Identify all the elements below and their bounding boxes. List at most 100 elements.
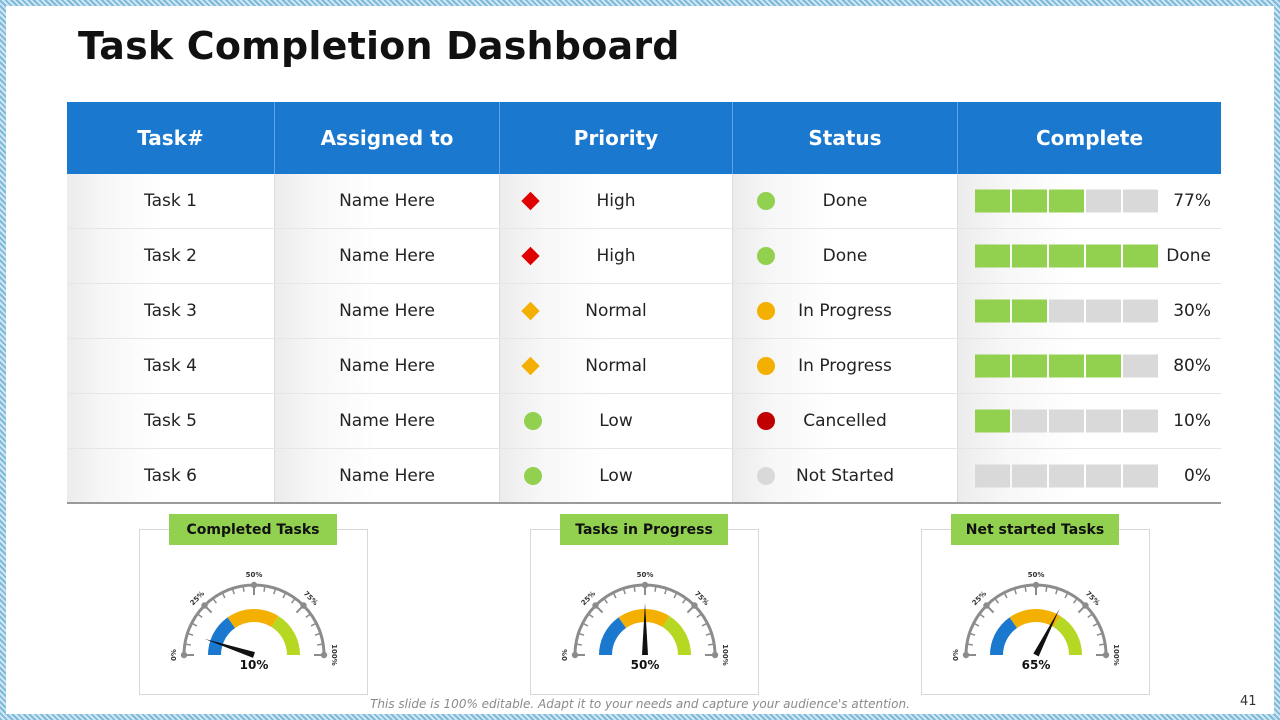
gauge-tick (1096, 632, 1103, 636)
gauge-tick (282, 592, 287, 599)
gauge-tick (701, 622, 708, 627)
gauge-tick (1055, 588, 1059, 595)
cell-priority: Low (500, 394, 733, 448)
cell-status: Done (733, 229, 958, 283)
gauge-tick-dot (983, 602, 990, 609)
progress-segment (1086, 189, 1121, 213)
gauge-tick-dot (1102, 651, 1110, 659)
progress-segment (1086, 464, 1121, 487)
progress-bar (975, 244, 1158, 268)
gauge-tick-dot (300, 602, 307, 609)
gauge-tick-label: 50% (637, 571, 654, 579)
gauge-tick-label: 0% (952, 649, 960, 661)
cell-task: Task 4 (67, 339, 275, 393)
priority-icon (521, 356, 540, 376)
progress-segment (1123, 354, 1158, 378)
gauge-value: 10% (240, 658, 269, 672)
cell-priority: High (500, 174, 733, 228)
gauge-band (271, 615, 300, 655)
progress-segment (1086, 409, 1121, 433)
gauge-tick (582, 622, 589, 627)
status-icon (757, 247, 775, 265)
progress-segment (1012, 464, 1047, 487)
gauge-tick (273, 588, 277, 595)
gauge-value: 65% (1022, 658, 1051, 672)
gauge-tick-dot (962, 651, 970, 659)
page-title: Task Completion Dashboard (78, 24, 680, 68)
cell-priority-text: Low (599, 465, 633, 486)
gauge-tick-label: 100% (330, 644, 338, 666)
priority-icon (524, 466, 542, 485)
gauge-tick (654, 585, 657, 592)
gauge-tick-dot (320, 651, 328, 659)
cell-assigned: Name Here (275, 174, 500, 228)
priority-icon (524, 412, 542, 430)
gauge-tick (1013, 588, 1017, 595)
cell-complete: 30% (958, 284, 1221, 338)
gauge-tick-dot (1082, 602, 1089, 609)
gauge-tick-dot (1032, 581, 1040, 589)
gauge-card: 0% 25% 50% 75% 100% 10% (139, 529, 368, 695)
cell-assigned-text: Name Here (339, 465, 435, 486)
gauge-tick (305, 613, 312, 618)
progress-segment (975, 409, 1010, 433)
gauge-band (1053, 615, 1082, 655)
cell-task: Task 5 (67, 394, 275, 448)
gauge-band (1009, 609, 1061, 628)
cell-assigned-text: Name Here (339, 191, 435, 211)
progress-segment (1049, 244, 1084, 268)
gauge-tick (705, 632, 712, 636)
gauge-tick (231, 588, 235, 595)
cell-assigned-text: Name Here (339, 246, 435, 266)
cell-status-text: In Progress (798, 301, 892, 321)
gauge-tick (317, 643, 324, 646)
gauge-needle (642, 603, 648, 655)
gauge-tick (242, 585, 245, 592)
table-body: Task 1 Name Here High Done 77% Task 2 Name Her… (67, 174, 1221, 504)
cell-priority: High (500, 229, 733, 283)
cell-task-text: Task 3 (144, 301, 197, 321)
gauge-band (618, 609, 670, 628)
progress-segment (1086, 299, 1121, 323)
gauge-tick (603, 597, 608, 604)
cell-priority-text: High (596, 246, 636, 266)
gauge-value: 50% (631, 658, 660, 672)
progress-segment (1049, 409, 1084, 433)
progress-segment (1049, 189, 1084, 213)
progress-segment (1123, 189, 1158, 213)
complete-value: 77% (1173, 191, 1211, 211)
gauge-band (662, 615, 691, 655)
column-header-assigned: Assigned to (275, 102, 500, 174)
progress-segment (1086, 244, 1121, 268)
progress-segment (1123, 299, 1158, 323)
cell-task-text: Task 1 (144, 191, 197, 211)
gauge-tick-dot (641, 581, 649, 589)
gauge-tick (575, 643, 582, 646)
progress-segment (975, 189, 1010, 213)
priority-icon (521, 191, 540, 211)
gauge-tick (1064, 592, 1069, 599)
gauge-chart: 0%25%50%75%100%10% (170, 571, 338, 672)
cell-status: Done (733, 174, 958, 228)
gauge-tick (978, 613, 985, 618)
column-header-status: Status (733, 102, 958, 174)
gauge-band (599, 617, 627, 655)
cell-task-text: Task 6 (144, 465, 197, 486)
gauge-band (990, 617, 1018, 655)
gauge-tick-dot (592, 602, 599, 609)
progress-bar (975, 354, 1158, 378)
cell-priority-text: Normal (585, 356, 647, 376)
cell-status: In Progress (733, 339, 958, 393)
cell-task: Task 6 (67, 449, 275, 502)
complete-value: Done (1166, 246, 1211, 266)
cell-priority: Low (500, 449, 733, 502)
gauge-tick-label: 0% (561, 649, 569, 661)
complete-value: 80% (1173, 356, 1211, 376)
progress-segment (1123, 244, 1158, 268)
progress-segment (975, 244, 1010, 268)
cell-task-text: Task 5 (144, 411, 197, 431)
complete-value: 0% (1184, 465, 1211, 486)
progress-segment (975, 464, 1010, 487)
status-icon (757, 302, 775, 320)
gauge-band (208, 617, 236, 655)
